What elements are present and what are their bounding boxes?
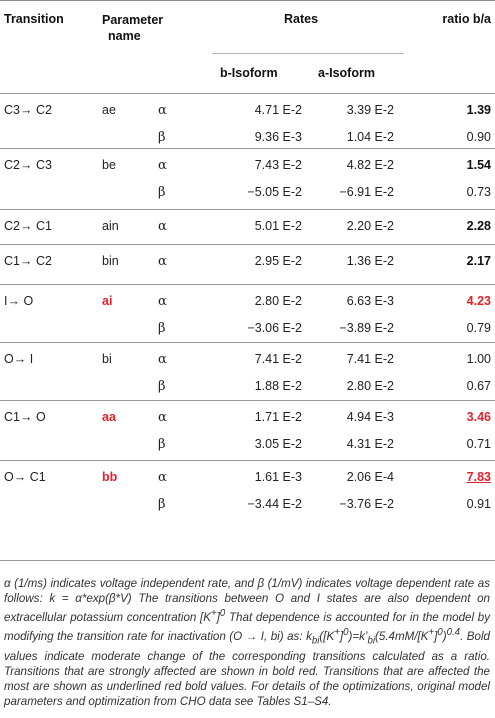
rate-symbol: β — [158, 321, 166, 336]
a-isoform-value: 2.06 E-4 — [346, 470, 394, 484]
rate-symbol: α — [158, 254, 167, 269]
a-isoform-value: 4.31 E-2 — [346, 437, 394, 451]
header-b-isoform: b-Isoform — [220, 66, 278, 80]
row-separator — [0, 148, 495, 149]
transition-label: C3→ C2 — [4, 103, 52, 117]
b-isoform-value: 2.80 E-2 — [254, 294, 302, 308]
b-isoform-value: 1.88 E-2 — [254, 379, 302, 393]
b-isoform-value: 3.05 E-2 — [254, 437, 302, 451]
a-isoform-value: −3.76 E-2 — [339, 497, 394, 511]
ratio-value: 1.54 — [466, 158, 491, 172]
rate-symbol: β — [158, 130, 166, 145]
footnote-part-1: α (1/ms) indicates voltage independent r… — [4, 577, 490, 709]
transition-label: C1→ O — [4, 410, 46, 424]
rate-symbol: β — [158, 379, 166, 394]
header-rule — [0, 93, 495, 94]
header-rates: Rates — [284, 12, 319, 26]
rate-symbol: α — [158, 103, 167, 118]
transition-label: I→ O — [4, 294, 34, 308]
parameter-name: aa — [102, 410, 116, 424]
rate-symbol: β — [158, 437, 166, 452]
rates-underline — [212, 53, 404, 54]
footnote-text: α (1/ms) indicates voltage independent r… — [4, 576, 490, 710]
parameter-name: bi — [102, 352, 112, 366]
transition-label: O→ I — [4, 352, 34, 366]
ratio-value: 2.28 — [466, 219, 491, 233]
row-separator — [0, 209, 495, 210]
parameter-name: bin — [102, 254, 119, 268]
a-isoform-value: 6.63 E-3 — [346, 294, 394, 308]
parameter-name: ai — [102, 294, 113, 308]
b-isoform-value: 1.61 E-3 — [254, 470, 302, 484]
transition-label: O→ C1 — [4, 470, 46, 484]
parameter-name: ae — [102, 103, 116, 117]
transition-label: C2→ C1 — [4, 219, 52, 233]
rate-symbol: α — [158, 352, 167, 367]
rate-symbol: β — [158, 185, 166, 200]
b-isoform-value: −5.05 E-2 — [247, 185, 302, 199]
header-a-isoform: a-Isoform — [318, 66, 375, 80]
rate-symbol: α — [158, 158, 167, 173]
b-isoform-value: 9.36 E-3 — [254, 130, 302, 144]
header-parameter-line2: name — [108, 29, 141, 43]
header-ratio: ratio b/a — [442, 12, 491, 26]
ratio-value: 7.83 — [466, 470, 491, 484]
header-transition: Transition — [4, 12, 64, 26]
b-isoform-value: −3.06 E-2 — [247, 321, 302, 335]
b-isoform-value: 1.71 E-2 — [254, 410, 302, 424]
a-isoform-value: −6.91 E-2 — [339, 185, 394, 199]
transition-label: C1→ C2 — [4, 254, 52, 268]
row-separator — [0, 400, 495, 401]
transition-label: C2→ C3 — [4, 158, 52, 172]
a-isoform-value: 1.04 E-2 — [346, 130, 394, 144]
ratio-value: 0.90 — [466, 130, 491, 144]
ratio-value: 1.39 — [466, 103, 491, 117]
b-isoform-value: 7.41 E-2 — [254, 352, 302, 366]
row-separator — [0, 460, 495, 461]
a-isoform-value: 3.39 E-2 — [346, 103, 394, 117]
ratio-value: 0.91 — [466, 497, 491, 511]
rate-symbol: α — [158, 470, 167, 485]
parameter-name: ain — [102, 219, 119, 233]
ratio-value: 4.23 — [466, 294, 491, 308]
b-isoform-value: 5.01 E-2 — [254, 219, 302, 233]
a-isoform-value: 2.80 E-2 — [346, 379, 394, 393]
a-isoform-value: 2.20 E-2 — [346, 219, 394, 233]
table-footnote: α (1/ms) indicates voltage independent r… — [4, 576, 490, 710]
a-isoform-value: 4.82 E-2 — [346, 158, 394, 172]
parameter-name: bb — [102, 470, 118, 484]
ratio-value: 0.67 — [466, 379, 491, 393]
rate-symbol: α — [158, 294, 167, 309]
row-separator — [0, 560, 495, 561]
row-separator — [0, 244, 495, 245]
ratio-value: 3.46 — [466, 410, 491, 424]
b-isoform-value: 4.71 E-2 — [254, 103, 302, 117]
ratio-value: 2.17 — [466, 254, 491, 268]
b-isoform-value: 7.43 E-2 — [254, 158, 302, 172]
ratio-value: 0.73 — [466, 185, 491, 199]
header-parameter-name: Parameter name — [102, 12, 163, 44]
a-isoform-value: −3.89 E-2 — [339, 321, 394, 335]
header-parameter-line1: Parameter — [102, 13, 164, 27]
b-isoform-value: −3.44 E-2 — [247, 497, 302, 511]
row-separator — [0, 342, 495, 343]
a-isoform-value: 1.36 E-2 — [346, 254, 394, 268]
a-isoform-value: 4.94 E-3 — [346, 410, 394, 424]
rate-symbol: β — [158, 497, 166, 512]
ratio-value: 1.00 — [466, 352, 491, 366]
a-isoform-value: 7.41 E-2 — [346, 352, 394, 366]
b-isoform-value: 2.95 E-2 — [254, 254, 302, 268]
row-separator — [0, 284, 495, 285]
ratio-value: 0.79 — [466, 321, 491, 335]
rate-symbol: α — [158, 410, 167, 425]
rate-symbol: α — [158, 219, 167, 234]
ratio-value: 0.71 — [466, 437, 491, 451]
parameter-name: be — [102, 158, 116, 172]
top-rule — [0, 0, 495, 1]
